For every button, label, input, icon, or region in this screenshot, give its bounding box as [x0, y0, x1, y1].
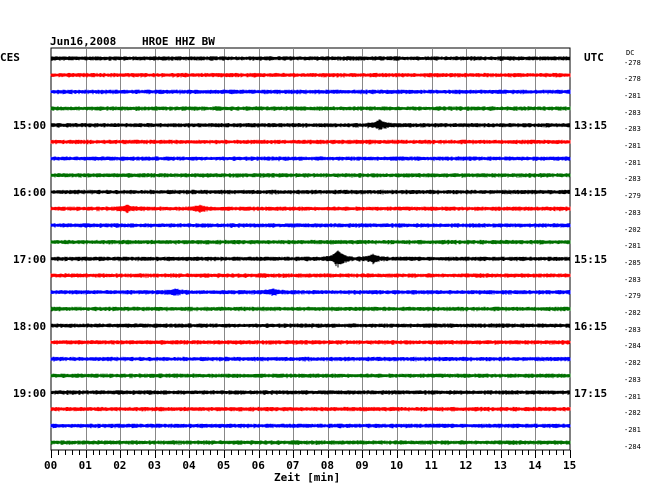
dc-offset-label: -283	[624, 325, 641, 334]
x-tick-label: 08	[320, 459, 335, 472]
seismic-trace	[50, 406, 571, 412]
x-axis	[51, 450, 571, 458]
dc-offset-label: -278	[624, 58, 641, 67]
seismic-trace	[50, 223, 571, 228]
x-tick-label: 06	[251, 459, 265, 472]
seismic-trace	[50, 89, 571, 95]
x-tick-label: 04	[182, 459, 196, 472]
right-hour-label: 16:15	[574, 319, 608, 333]
seismic-trace	[50, 273, 571, 279]
seismic-trace	[50, 204, 571, 214]
seismic-trace	[50, 239, 571, 245]
dc-offset-label: -281	[624, 158, 641, 167]
seismogram-traces	[50, 56, 571, 446]
dc-offset-label: -281	[624, 242, 641, 251]
dc-offset-label: -284	[624, 342, 641, 351]
x-tick-label: 07	[286, 459, 300, 472]
x-tick-label: 10	[390, 459, 404, 472]
seismic-trace	[50, 156, 571, 162]
x-tick-label: 15	[563, 459, 577, 472]
dc-offset-label: -283	[624, 275, 641, 284]
right-timezone-label: UTC	[584, 51, 604, 64]
dc-offset-label: -283	[624, 108, 641, 117]
date-label: Jun16,2008	[50, 35, 117, 48]
dc-offset-label: -278	[624, 75, 641, 84]
x-tick-label: 12	[459, 459, 473, 472]
dc-offset-label: -285	[624, 258, 641, 267]
right-hour-label: 17:15	[574, 386, 608, 400]
left-hour-label: 19:00	[13, 386, 47, 400]
seismic-trace	[50, 56, 571, 61]
dc-offset-label: -202	[624, 225, 641, 234]
seismic-trace	[50, 139, 571, 145]
seismic-trace	[50, 340, 571, 345]
x-tick-label: 01	[78, 459, 92, 472]
station-label: HROE HHZ BW	[142, 35, 215, 48]
minute-grid	[50, 47, 571, 451]
left-hour-label: 15:00	[13, 119, 47, 133]
dc-header-label: DC	[626, 49, 635, 57]
right-hour-label: 15:15	[574, 252, 608, 266]
x-tick-label: 05	[217, 459, 231, 472]
x-tick-label: 09	[355, 459, 369, 472]
seismic-trace	[50, 373, 571, 379]
dc-offset-label: -283	[624, 175, 641, 184]
x-tick-label: 11	[424, 459, 438, 472]
plot-frame	[50, 47, 571, 451]
seismic-trace	[50, 323, 571, 329]
left-hour-label: 18:00	[13, 319, 47, 333]
dc-offset-label: -283	[624, 208, 641, 217]
right-hour-label: 13:15	[574, 119, 608, 133]
dc-offset-label: -284	[624, 442, 641, 451]
dc-offset-label: -281	[624, 425, 641, 434]
x-tick-label: 13	[493, 459, 508, 472]
seismic-trace	[50, 72, 571, 78]
dc-offset-label: -281	[624, 91, 641, 100]
x-tick-label: 14	[528, 459, 542, 472]
seismic-trace	[50, 356, 571, 362]
seismic-trace	[50, 106, 571, 111]
seismic-trace	[50, 306, 571, 312]
dc-offset-label: -282	[624, 359, 641, 368]
x-axis-title: Zeit [min]	[274, 471, 341, 484]
x-tick-label: 00	[44, 459, 58, 472]
dc-offset-label: -283	[624, 125, 641, 134]
left-hour-label: 16:00	[13, 186, 47, 200]
seismic-trace	[50, 173, 571, 178]
seismic-trace	[50, 250, 571, 268]
dc-offset-label: -282	[624, 409, 641, 418]
dc-offset-label: -281	[624, 392, 641, 401]
dc-offset-label: -283	[624, 375, 641, 384]
x-tick-label: 02	[113, 459, 127, 472]
seismic-trace	[50, 119, 571, 131]
seismic-trace	[50, 189, 571, 195]
dc-offset-label: -279	[624, 192, 641, 201]
seismic-trace	[50, 423, 571, 429]
left-timezone-label: CES	[0, 51, 20, 64]
x-tick-label: 03	[147, 459, 162, 472]
dc-offset-label: -281	[624, 142, 641, 150]
right-hour-label: 14:15	[574, 186, 608, 200]
seismic-trace	[50, 288, 571, 296]
seismic-trace	[50, 440, 571, 446]
seismic-trace	[50, 390, 571, 395]
left-hour-label: 17:00	[13, 252, 47, 266]
dc-offset-label: -282	[624, 309, 641, 317]
dc-offset-label: -279	[624, 292, 641, 301]
